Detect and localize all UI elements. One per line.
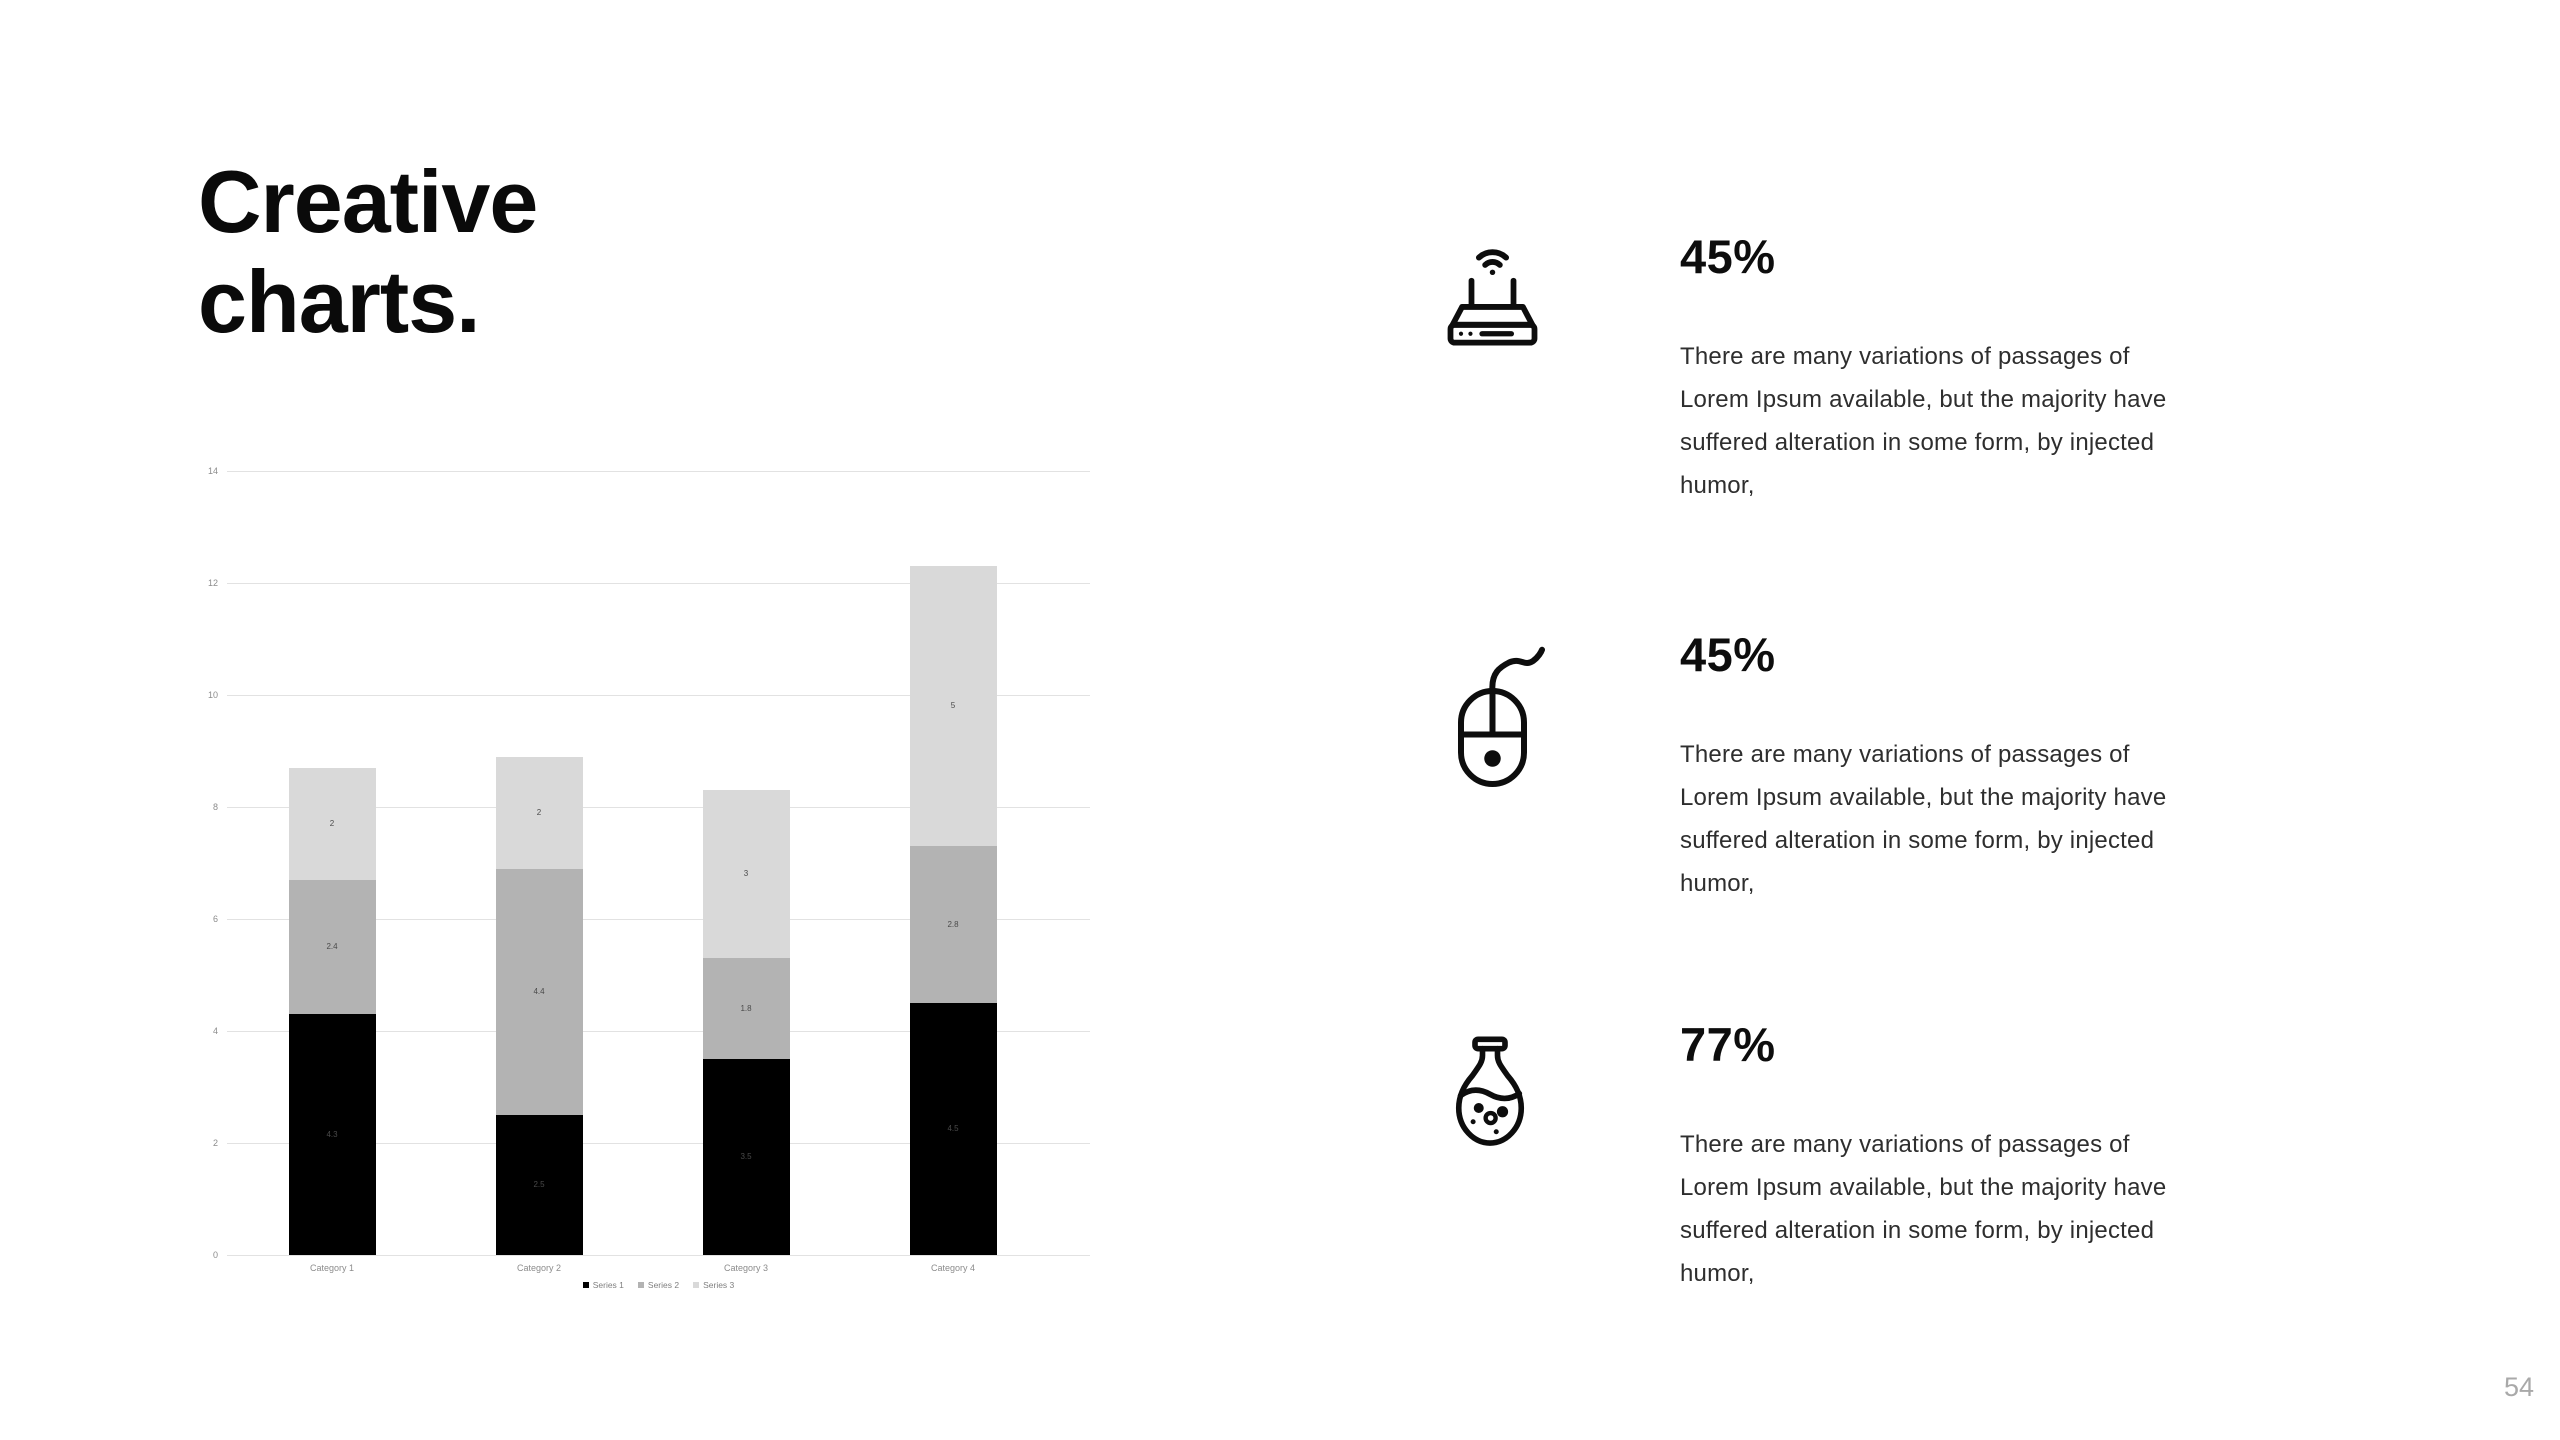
bar-data-label: 2.8 [947,919,959,929]
y-axis-tick-label: 0 [212,1250,218,1260]
legend-label: Series 1 [592,1280,624,1290]
bar-data-label: 3 [743,869,749,879]
gridline [227,807,1090,808]
y-axis-tick-label: 6 [212,914,218,924]
x-axis-category-label: Category 4 [930,1263,976,1273]
bar-data-label: 3.5 [740,1152,752,1161]
bar-data-label: 4.4 [533,986,545,996]
gridline [227,919,1090,920]
stat-description: There are many variations of passages of… [1680,741,2167,897]
computer-mouse-icon [1440,643,1550,793]
y-axis-tick-label: 14 [207,466,218,476]
page-number: 54 [2503,1372,2534,1402]
stat-block-router: 45% There are many variations of passage… [1440,229,2200,507]
stat-description: There are many variations of passages of… [1680,343,2167,499]
x-axis-category-label: Category 3 [723,1263,769,1273]
gridline [227,1255,1090,1256]
y-axis-tick-label: 8 [212,802,218,812]
bar-segment [495,756,583,869]
legend-item: Series 3 [693,1280,734,1290]
bar-data-label: 2 [329,818,335,828]
bar-segment [702,790,790,959]
bar-segment [702,958,790,1059]
bar-segment [495,1115,583,1255]
bar-segment [909,846,997,1003]
stat-value: 77% [1680,1018,1776,1071]
legend-item: Series 1 [582,1280,624,1290]
stat-value: 45% [1680,628,1776,681]
x-axis-category-label: Category 2 [516,1263,562,1273]
gridline [227,583,1090,584]
y-axis-tick-label: 4 [212,1026,218,1036]
stat-block-flask: 77% There are many variations of passage… [1440,1017,2200,1295]
legend-swatch [693,1282,700,1288]
chart-legend: Series 1 Series 2 Series 3 [227,1280,1090,1290]
gridline [227,1031,1090,1032]
flask-icon [1440,1033,1550,1158]
legend-item: Series 2 [637,1280,680,1290]
y-axis-tick-label: 12 [207,578,218,588]
bar-segment [288,1014,376,1255]
bar-data-label: 2.5 [533,1180,545,1189]
wifi-router-icon [1440,245,1550,350]
gridline [227,471,1090,472]
stat-value: 45% [1680,230,1776,283]
legend-swatch [582,1282,589,1288]
stat-description: There are many variations of passages of… [1680,1131,2167,1287]
bar-data-label: 1.8 [740,1003,752,1013]
bar-segment [495,868,583,1115]
legend-swatch [637,1282,644,1288]
y-axis-tick-label: 10 [207,690,218,700]
slide-title: Creative charts. [198,152,538,352]
legend-label: Series 3 [703,1280,735,1290]
bar-data-label: 4.3 [326,1129,338,1139]
stat-block-mouse: 45% There are many variations of passage… [1440,627,2200,905]
x-axis-category-label: Category 1 [309,1263,355,1273]
bar-data-label: 2 [536,807,542,817]
y-axis-tick-label: 2 [212,1138,218,1148]
bar-segment [909,566,997,847]
bar-segment [288,879,376,1015]
gridline [227,1143,1090,1144]
bar-segment [288,767,376,880]
bar-data-label: 5 [950,701,956,711]
bar-segment [702,1059,790,1255]
legend-label: Series 2 [647,1280,680,1290]
bar-segment [909,1003,997,1255]
bar-data-label: 4.5 [947,1124,959,1133]
gridline [227,695,1090,696]
bar-data-label: 2.4 [326,942,338,951]
